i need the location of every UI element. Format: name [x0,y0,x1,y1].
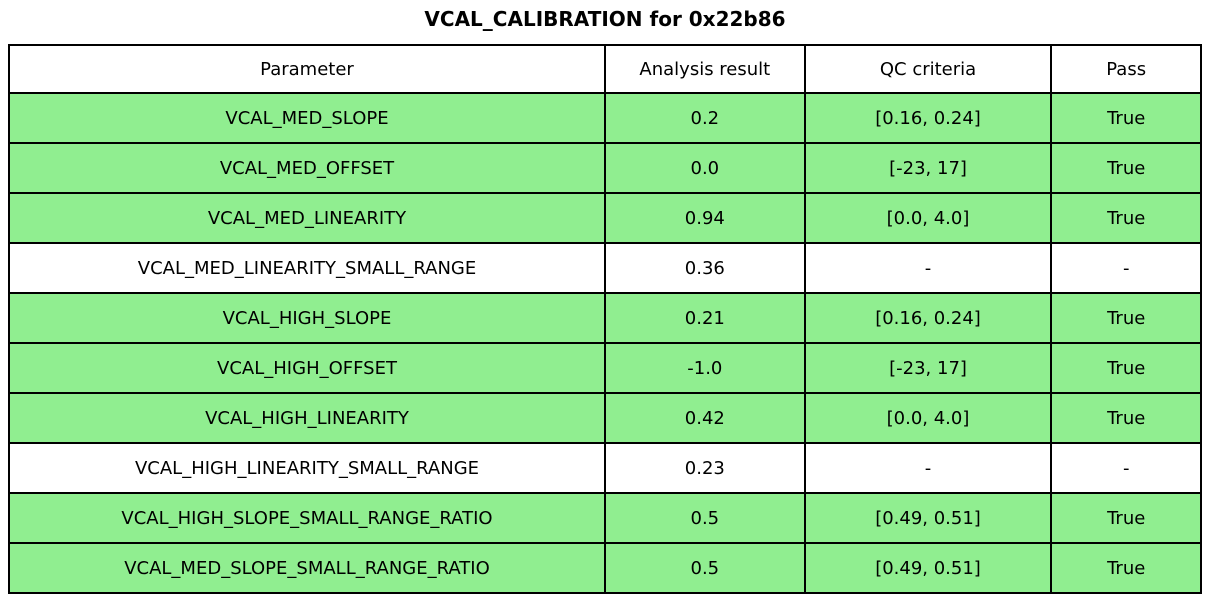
pass-cell: True [1050,192,1202,244]
header-qc-criteria: QC criteria [803,44,1053,94]
results-table: Parameter Analysis result QC criteria Pa… [8,44,1202,594]
table-row: VCAL_MED_OFFSET 0.0 [-23, 17] True [8,142,1202,194]
table-row: VCAL_HIGH_SLOPE_SMALL_RANGE_RATIO 0.5 [0… [8,492,1202,544]
result-cell: 0.23 [604,442,806,494]
result-cell: 0.21 [604,292,806,344]
pass-cell: - [1050,442,1202,494]
table-row: VCAL_MED_SLOPE 0.2 [0.16, 0.24] True [8,92,1202,144]
pass-cell: - [1050,242,1202,294]
criteria-cell: - [803,242,1053,294]
param-cell: VCAL_MED_SLOPE [8,92,606,144]
result-cell: 0.5 [604,542,806,594]
pass-cell: True [1050,492,1202,544]
table-row: VCAL_MED_SLOPE_SMALL_RANGE_RATIO 0.5 [0.… [8,542,1202,594]
param-cell: VCAL_HIGH_OFFSET [8,342,606,394]
table-header-row: Parameter Analysis result QC criteria Pa… [8,44,1202,94]
param-cell: VCAL_HIGH_LINEARITY [8,392,606,444]
table-row: VCAL_HIGH_LINEARITY 0.42 [0.0, 4.0] True [8,392,1202,444]
table-row: VCAL_MED_LINEARITY_SMALL_RANGE 0.36 - - [8,242,1202,294]
result-cell: 0.94 [604,192,806,244]
pass-cell: True [1050,342,1202,394]
pass-cell: True [1050,542,1202,594]
result-cell: 0.42 [604,392,806,444]
page-title: VCAL_CALIBRATION for 0x22b86 [424,7,786,31]
criteria-cell: [0.0, 4.0] [803,392,1053,444]
result-cell: 0.0 [604,142,806,194]
table-row: VCAL_MED_LINEARITY 0.94 [0.0, 4.0] True [8,192,1202,244]
param-cell: VCAL_MED_SLOPE_SMALL_RANGE_RATIO [8,542,606,594]
criteria-cell: - [803,442,1053,494]
header-parameter: Parameter [8,44,606,94]
param-cell: VCAL_HIGH_SLOPE_SMALL_RANGE_RATIO [8,492,606,544]
criteria-cell: [0.0, 4.0] [803,192,1053,244]
criteria-cell: [0.49, 0.51] [803,492,1053,544]
result-cell: 0.5 [604,492,806,544]
table-row: VCAL_HIGH_SLOPE 0.21 [0.16, 0.24] True [8,292,1202,344]
criteria-cell: [0.16, 0.24] [803,92,1053,144]
pass-cell: True [1050,292,1202,344]
pass-cell: True [1050,92,1202,144]
header-pass: Pass [1050,44,1202,94]
param-cell: VCAL_HIGH_SLOPE [8,292,606,344]
table-row: VCAL_HIGH_OFFSET -1.0 [-23, 17] True [8,342,1202,394]
result-cell: 0.2 [604,92,806,144]
result-cell: 0.36 [604,242,806,294]
header-analysis-result: Analysis result [604,44,806,94]
param-cell: VCAL_MED_LINEARITY_SMALL_RANGE [8,242,606,294]
table-row: VCAL_HIGH_LINEARITY_SMALL_RANGE 0.23 - - [8,442,1202,494]
result-cell: -1.0 [604,342,806,394]
param-cell: VCAL_HIGH_LINEARITY_SMALL_RANGE [8,442,606,494]
criteria-cell: [-23, 17] [803,342,1053,394]
pass-cell: True [1050,392,1202,444]
param-cell: VCAL_MED_OFFSET [8,142,606,194]
criteria-cell: [-23, 17] [803,142,1053,194]
criteria-cell: [0.49, 0.51] [803,542,1053,594]
criteria-cell: [0.16, 0.24] [803,292,1053,344]
param-cell: VCAL_MED_LINEARITY [8,192,606,244]
pass-cell: True [1050,142,1202,194]
